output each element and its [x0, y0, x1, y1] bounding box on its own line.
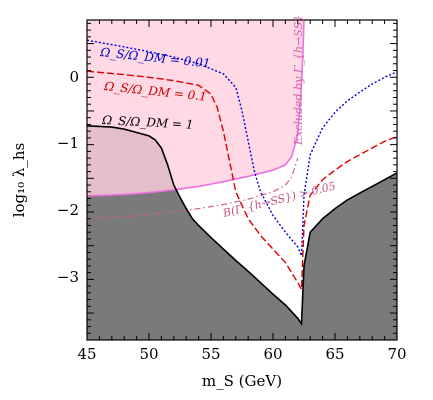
omega-0.1-line: [87, 70, 397, 293]
x-tick-label: 55: [201, 345, 220, 363]
annotation-omega-1: Ω_S/Ω_DM = 1: [101, 113, 194, 132]
plot-area: [87, 20, 397, 340]
y-axis-title: log₁₀ λ_hs: [10, 143, 28, 218]
x-tick-label: 60: [263, 345, 282, 363]
omega-1-line: [87, 125, 397, 327]
axis-ticks: [86, 20, 398, 341]
y-tick-label: −2: [57, 201, 79, 219]
x-tick-label: 65: [325, 345, 344, 363]
x-tick-label: 50: [139, 345, 158, 363]
excluded-region-edge: [87, 20, 305, 197]
y-tick-label: −3: [57, 268, 79, 286]
x-tick-label: 45: [77, 345, 96, 363]
x-axis-title: m_S (GeV): [202, 372, 282, 390]
y-tick-label: 0: [69, 68, 79, 86]
omega-0.01-line: [87, 39, 397, 257]
annotation-branching: B(Γ_{h→SS}) > 0.05: [221, 179, 337, 220]
plot-frame: [86, 19, 398, 341]
branching-ratio-line: [87, 157, 299, 220]
x-tick-label: 70: [387, 345, 406, 363]
annotation-excluded: Excluded by Γ_{h→SS}: [292, 15, 305, 146]
y-tick-label: −1: [57, 134, 79, 152]
